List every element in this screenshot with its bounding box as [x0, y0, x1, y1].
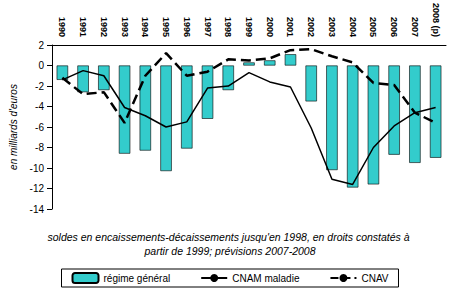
- svg-text:0: 0: [38, 60, 44, 71]
- svg-text:2006: 2006: [389, 17, 399, 37]
- svg-text:partir de 1999; prévisions 200: partir de 1999; prévisions 2007-2008: [143, 245, 315, 257]
- svg-text:en milliards d'euros: en milliards d'euros: [8, 84, 19, 170]
- svg-text:CNAV: CNAV: [361, 273, 388, 284]
- svg-text:2001: 2001: [285, 17, 295, 37]
- svg-text:-6: -6: [35, 122, 44, 133]
- svg-text:1992: 1992: [99, 17, 109, 37]
- svg-text:-8: -8: [35, 142, 44, 153]
- svg-text:1993: 1993: [120, 17, 130, 37]
- svg-text:1996: 1996: [182, 17, 192, 37]
- svg-text:-12: -12: [30, 183, 45, 194]
- svg-text:2: 2: [38, 40, 44, 51]
- svg-text:1990: 1990: [57, 17, 67, 37]
- svg-text:1997: 1997: [203, 17, 213, 37]
- svg-text:2004: 2004: [348, 17, 358, 37]
- svg-text:-10: -10: [30, 163, 45, 174]
- svg-text:-4: -4: [35, 101, 44, 112]
- svg-text:2000: 2000: [265, 17, 275, 37]
- svg-text:-14: -14: [30, 204, 45, 215]
- svg-text:2005: 2005: [368, 17, 378, 37]
- svg-text:1991: 1991: [78, 17, 88, 37]
- svg-text:2007: 2007: [410, 17, 420, 37]
- svg-text:1999: 1999: [244, 17, 254, 37]
- svg-text:-2: -2: [35, 81, 44, 92]
- svg-text:1994: 1994: [140, 17, 150, 37]
- svg-text:2002: 2002: [306, 17, 316, 37]
- svg-text:soldes en encaissements-décais: soldes en encaissements-décaissements ju…: [47, 231, 412, 243]
- svg-text:CNAM maladie: CNAM maladie: [232, 273, 300, 284]
- svg-text:2003: 2003: [327, 17, 337, 37]
- svg-text:2008 (p): 2008 (p): [431, 3, 441, 37]
- svg-text:régime général: régime général: [104, 273, 171, 284]
- svg-text:1998: 1998: [223, 17, 233, 37]
- svg-text:1995: 1995: [161, 17, 171, 37]
